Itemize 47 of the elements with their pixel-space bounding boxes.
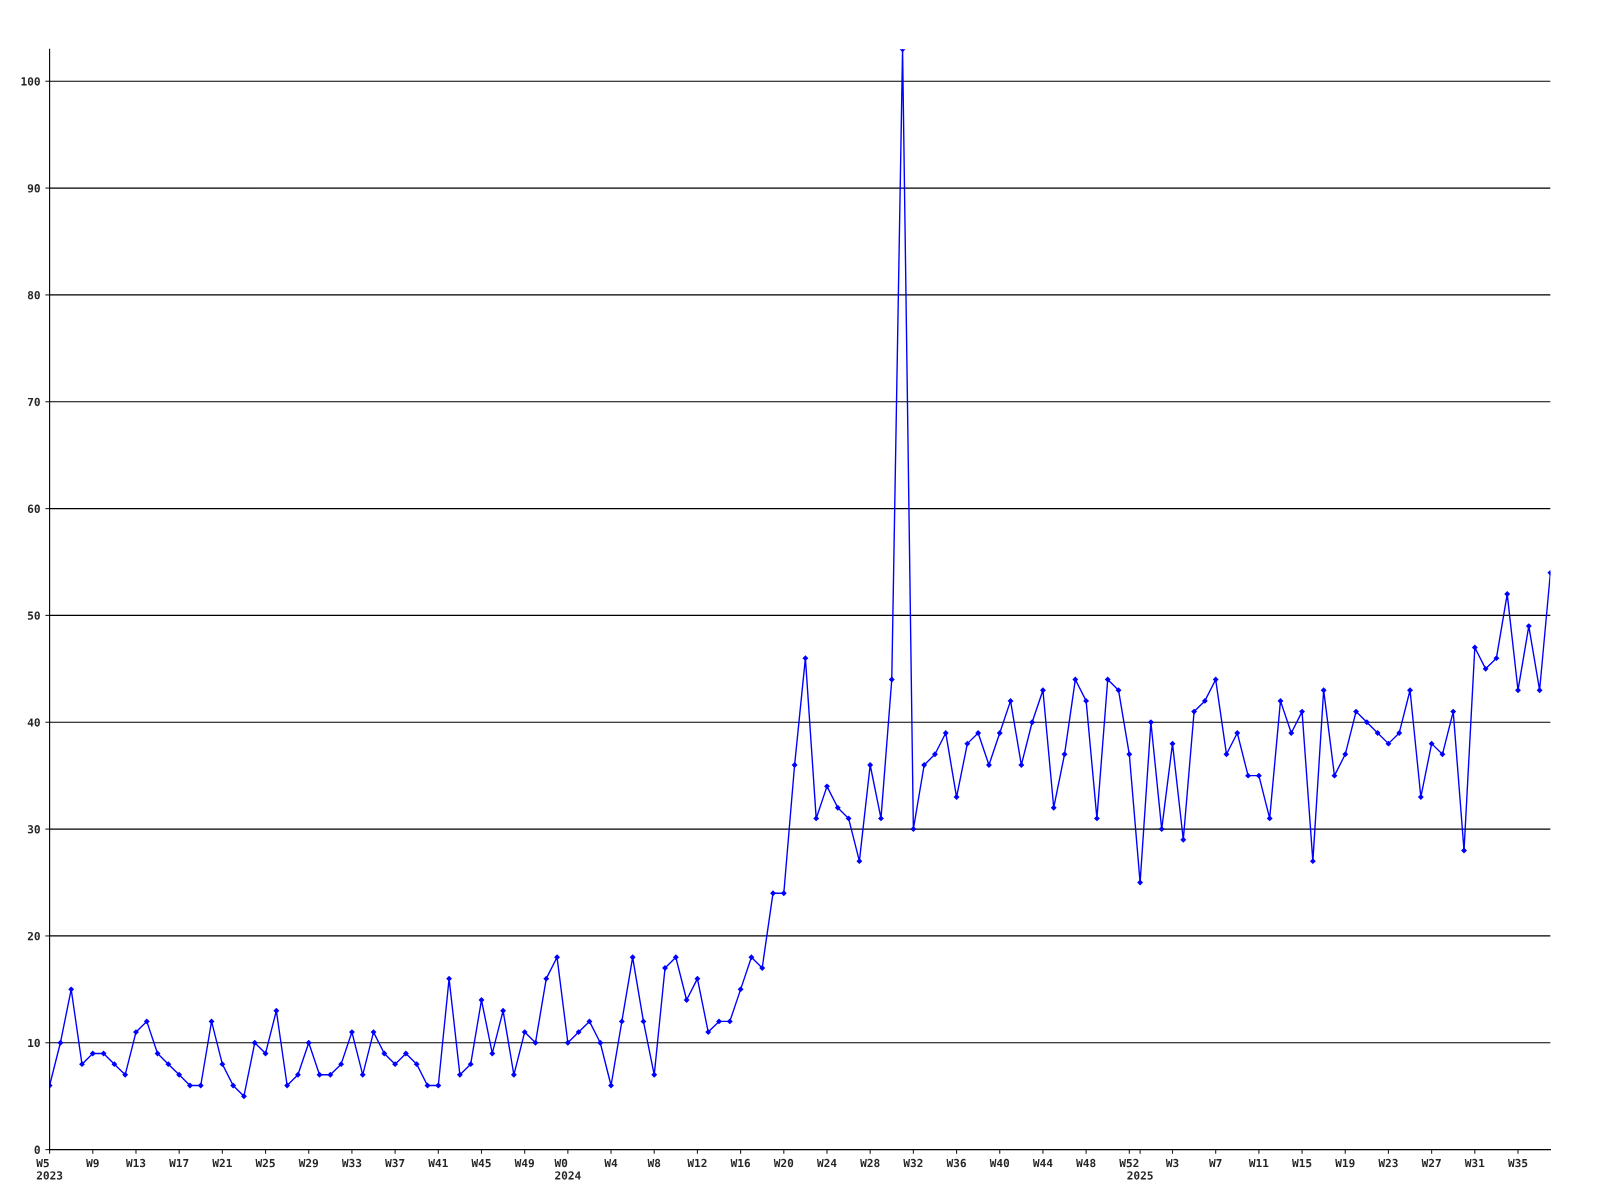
x-tick-label: W41: [428, 1158, 448, 1168]
x-tick-label: W13: [125, 1158, 146, 1168]
y-tick-label: 40: [27, 718, 40, 727]
x-tick-label: W21: [212, 1158, 232, 1168]
y-tick-label: 0: [34, 1145, 40, 1154]
x-tick-label: W11: [1248, 1158, 1269, 1168]
y-tick-label: 90: [27, 184, 40, 193]
x-tick-label: W45: [471, 1158, 491, 1168]
x-tick-label: W33: [341, 1158, 362, 1168]
x-tick-label: W29: [298, 1158, 319, 1168]
y-tick-label: 10: [28, 1038, 40, 1048]
x-tick-label: W20: [773, 1158, 794, 1168]
x-tick-label: W12: [687, 1158, 707, 1168]
y-tick-label: 20: [27, 931, 40, 941]
x-tick-label: W5 2023: [36, 1158, 63, 1180]
x-tick-label: W44: [1032, 1158, 1053, 1168]
x-tick-label: W49: [514, 1158, 534, 1168]
x-tick-label: W17: [169, 1158, 189, 1168]
y-tick-label: 30: [27, 825, 40, 834]
x-tick-label: W23: [1378, 1158, 1398, 1168]
x-tick-label: W4: [604, 1158, 618, 1168]
x-tick-label: W28: [860, 1158, 880, 1168]
y-tick-label: 60: [27, 504, 40, 513]
x-tick-label: W52: [1119, 1158, 1139, 1168]
x-tick-label: W27: [1421, 1158, 1441, 1168]
x-tick-label: W32: [903, 1158, 923, 1168]
x-tick-label: W16: [730, 1158, 751, 1168]
x-tick-label: W40: [989, 1158, 1010, 1168]
x-tick-label: W0 2024: [554, 1158, 581, 1180]
x-tick-label: W36: [946, 1158, 966, 1168]
x-tick-label: W3: [1165, 1158, 1179, 1168]
x-tick-label: W7: [1209, 1158, 1222, 1168]
y-tick-label: 80: [27, 290, 40, 300]
x-tick-label: W25: [255, 1158, 275, 1168]
y-tick-label: 70: [27, 397, 40, 407]
x-tick-label: W24: [816, 1158, 837, 1168]
x-tick-label: W48: [1076, 1158, 1096, 1168]
y-tick-label: 50: [27, 611, 40, 620]
x-tick-label: W19: [1335, 1158, 1355, 1168]
x-tick-label: W31: [1464, 1158, 1485, 1168]
x-tick-label: W37: [385, 1158, 405, 1168]
x-tick-label: W15: [1292, 1158, 1312, 1168]
x-tick-label: W9: [86, 1158, 99, 1168]
y-tick-label: 100: [21, 77, 40, 86]
x-tick-label: W8: [647, 1158, 661, 1168]
x-tick-label: W35: [1507, 1158, 1528, 1168]
x-tick-label: 2025: [1127, 1171, 1153, 1180]
